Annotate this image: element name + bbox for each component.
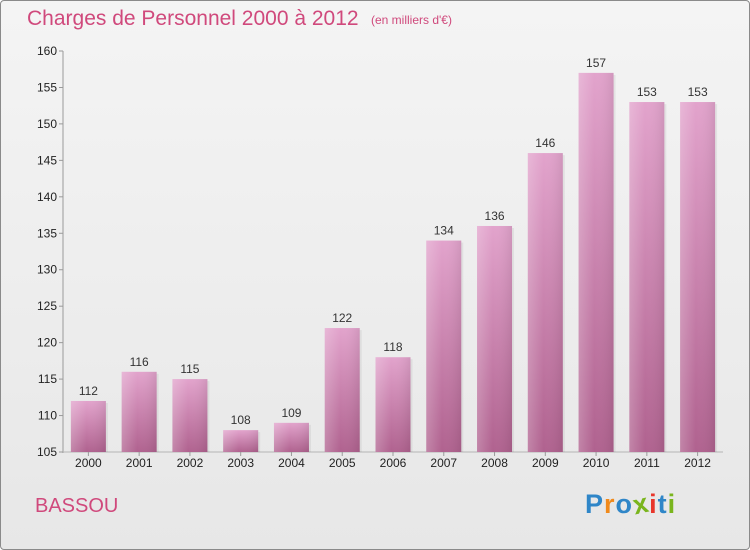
bar-highlight bbox=[121, 371, 157, 452]
y-tick-label: 130 bbox=[37, 263, 57, 277]
bar-value-label: 109 bbox=[281, 406, 301, 420]
x-tick-label: 2001 bbox=[126, 456, 153, 470]
bar-value-label: 153 bbox=[688, 85, 708, 99]
x-tick-label: 2007 bbox=[430, 456, 457, 470]
bar-highlight bbox=[375, 357, 411, 452]
x-tick-label: 2010 bbox=[583, 456, 610, 470]
y-tick-label: 110 bbox=[38, 409, 57, 423]
bar-value-label: 122 bbox=[332, 311, 352, 325]
bar-highlight bbox=[324, 328, 360, 452]
y-tick-label: 150 bbox=[37, 117, 57, 131]
proxiti-logo: Proxiti bbox=[585, 488, 677, 521]
chart-title: Charges de Personnel 2000 à 2012 bbox=[27, 7, 359, 30]
bar-value-label: 146 bbox=[535, 136, 555, 150]
bar-highlight bbox=[680, 102, 716, 452]
bar-highlight bbox=[70, 400, 106, 452]
y-tick-label: 135 bbox=[37, 226, 57, 240]
bar-highlight bbox=[172, 379, 208, 452]
bar-value-label: 136 bbox=[485, 209, 505, 223]
logo-letter: P bbox=[585, 489, 605, 519]
y-tick-label: 115 bbox=[38, 372, 57, 386]
bar-chart: 105 110 115 120 125 130 135 140 145 150 155 160 2000… bbox=[37, 44, 723, 470]
bar-highlight bbox=[273, 422, 309, 452]
commune-name: BASSOU bbox=[35, 495, 119, 517]
bar-highlight bbox=[477, 225, 513, 452]
y-tick-label: 160 bbox=[37, 44, 57, 58]
x-tick-label: 2005 bbox=[329, 456, 356, 470]
y-tick-label: 105 bbox=[37, 445, 57, 459]
bar-value-label: 116 bbox=[130, 355, 149, 369]
bars: 112 116 115 108 109 122 118 134 136 146 157 153 153 bbox=[70, 56, 718, 452]
x-tick-label: 2000 bbox=[75, 456, 102, 470]
bar-value-label: 108 bbox=[231, 413, 251, 427]
y-tick-label: 155 bbox=[37, 80, 57, 94]
x-tick-label: 2008 bbox=[481, 456, 508, 470]
x-tick-label: 2003 bbox=[227, 456, 254, 470]
bar-value-label: 112 bbox=[79, 384, 98, 398]
bar-value-label: 157 bbox=[586, 56, 606, 70]
y-tick-label: 125 bbox=[37, 299, 57, 313]
logo-letter: o bbox=[615, 489, 634, 519]
logo-letter: r bbox=[604, 489, 616, 519]
bar-value-label: 115 bbox=[180, 362, 199, 376]
bar-highlight bbox=[578, 72, 614, 452]
bar-value-label: 118 bbox=[383, 340, 402, 354]
x-tick-label: 2006 bbox=[380, 456, 407, 470]
logo-letter: t bbox=[657, 489, 668, 519]
bar-value-label: 153 bbox=[637, 85, 657, 99]
x-tick-label: 2012 bbox=[684, 456, 711, 470]
logo-letter: i bbox=[667, 489, 677, 519]
bar-highlight bbox=[426, 240, 462, 452]
x-tick-label: 2002 bbox=[177, 456, 204, 470]
x-tick-label: 2011 bbox=[634, 456, 660, 470]
x-tick-label: 2004 bbox=[278, 456, 305, 470]
bar-highlight bbox=[527, 153, 563, 452]
y-tick-label: 120 bbox=[37, 336, 57, 350]
bar-highlight bbox=[223, 430, 259, 452]
y-tick-label: 140 bbox=[37, 190, 57, 204]
bar-highlight bbox=[629, 102, 665, 452]
x-tick-label: 2009 bbox=[532, 456, 559, 470]
bar-value-label: 134 bbox=[434, 224, 454, 238]
chart-subtitle: (en milliers d'€) bbox=[371, 13, 452, 27]
y-tick-label: 145 bbox=[37, 153, 57, 167]
logo-letter: i bbox=[649, 489, 658, 519]
